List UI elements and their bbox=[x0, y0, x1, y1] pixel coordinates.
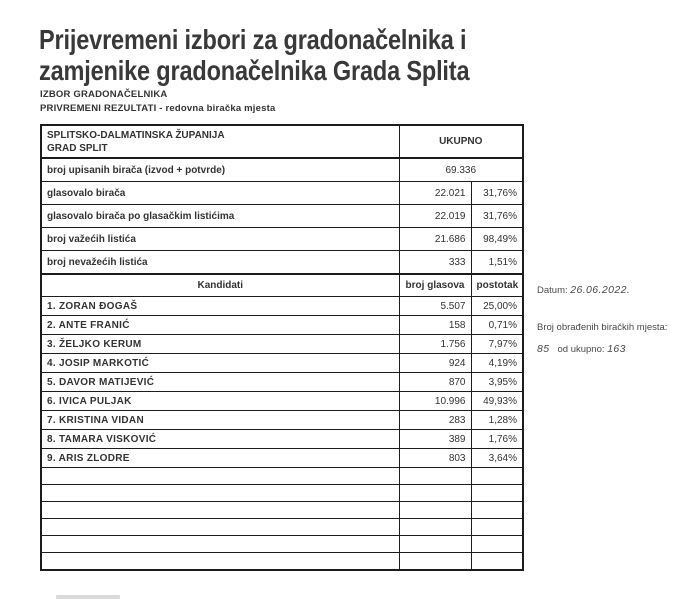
cutoff-text-artifact bbox=[56, 595, 120, 599]
candidate-row: 2. ANTE FRANIĆ 158 0,71% bbox=[40, 315, 524, 335]
candidate-name-cell: 9. ARIS ZLODRE bbox=[40, 448, 400, 468]
stat-row: broj važećih listića 21.686 98,49% bbox=[40, 227, 524, 251]
candidate-votes-cell: 283 bbox=[398, 410, 472, 430]
processed-polling-stations-count: 85 od ukupno: 163 bbox=[537, 343, 667, 356]
subtitle-results-type: PRIVREMENI REZULTATI - redovna biračka m… bbox=[40, 102, 276, 114]
stat-row: broj nevažećih listića 333 1,51% bbox=[40, 250, 524, 275]
stat-percent-cell: 31,76% bbox=[470, 204, 524, 228]
stat-label-cell: broj upisanih birača (izvod + potvrde) bbox=[40, 157, 400, 182]
stat-value-cell: 21.686 bbox=[398, 227, 472, 251]
stat-percent-cell: 1,51% bbox=[470, 250, 524, 275]
candidate-votes-cell: 389 bbox=[398, 429, 472, 449]
candidate-votes-cell: 5.507 bbox=[398, 296, 472, 316]
candidate-votes-cell: 10.996 bbox=[398, 391, 472, 411]
subtitle: IZBOR GRADONAČELNIKA PRIVREMENI REZULTAT… bbox=[40, 88, 275, 115]
stat-value-cell: 333 bbox=[398, 250, 472, 275]
region-line1: SPLITSKO-DALMATINSKA ŽUPANIJA bbox=[47, 129, 225, 141]
total-header-cell: UKUPNO bbox=[398, 124, 524, 159]
candidate-percent-cell: 1,28% bbox=[470, 410, 524, 430]
empty-row bbox=[40, 501, 524, 519]
candidates-header-percent-cell: postotak bbox=[470, 273, 524, 297]
candidate-percent-cell: 25,00% bbox=[470, 296, 524, 316]
stat-value-cell: 22.021 bbox=[398, 181, 472, 205]
empty-row bbox=[40, 518, 524, 536]
candidate-percent-cell: 3,64% bbox=[470, 448, 524, 468]
candidate-percent-cell: 0,71% bbox=[470, 315, 524, 335]
candidate-name-cell: 2. ANTE FRANIĆ bbox=[40, 315, 400, 335]
stat-row: glasovalo birača po glasačkim listićima … bbox=[40, 204, 524, 228]
stat-label-cell: glasovalo birača po glasačkim listićima bbox=[40, 204, 400, 228]
region-header-cell: SPLITSKO-DALMATINSKA ŽUPANIJA GRAD SPLIT bbox=[40, 124, 400, 159]
processed-count: 85 bbox=[537, 343, 550, 355]
candidate-row: 6. IVICA PULJAK 10.996 49,93% bbox=[40, 391, 524, 411]
date-line: Datum: 26.06.2022. bbox=[537, 284, 667, 297]
stat-label-cell: broj važećih listića bbox=[40, 227, 400, 251]
candidate-row: 3. ŽELJKO KERUM 1.756 7,97% bbox=[40, 334, 524, 354]
candidate-name-cell: 3. ŽELJKO KERUM bbox=[40, 334, 400, 354]
stat-value-cell: 22.019 bbox=[398, 204, 472, 228]
stat-percent-cell: 31,76% bbox=[470, 181, 524, 205]
results-table: SPLITSKO-DALMATINSKA ŽUPANIJA GRAD SPLIT … bbox=[40, 124, 524, 571]
candidate-votes-cell: 870 bbox=[398, 372, 472, 392]
candidate-name-cell: 4. JOSIP MARKOTIĆ bbox=[40, 353, 400, 373]
candidate-name-cell: 7. KRISTINA VIDAN bbox=[40, 410, 400, 430]
side-note: Datum: 26.06.2022. Broj obrađenih biračk… bbox=[537, 284, 668, 356]
candidate-votes-cell: 1.756 bbox=[398, 334, 472, 354]
candidate-votes-cell: 924 bbox=[398, 353, 472, 373]
page-title-line2: zamjenike gradonačelnika Grada Splita bbox=[39, 54, 470, 86]
region-line2: GRAD SPLIT bbox=[47, 142, 108, 154]
empty-row bbox=[40, 552, 524, 571]
candidate-percent-cell: 4,19% bbox=[470, 353, 524, 373]
candidate-percent-cell: 1,76% bbox=[470, 429, 524, 449]
stat-label-cell: broj nevažećih listića bbox=[40, 250, 400, 275]
date-label: Datum: bbox=[537, 285, 568, 296]
table-header-row: SPLITSKO-DALMATINSKA ŽUPANIJA GRAD SPLIT … bbox=[40, 124, 524, 159]
candidate-row: 4. JOSIP MARKOTIĆ 924 4,19% bbox=[40, 353, 524, 373]
total-count: 163 bbox=[607, 343, 626, 355]
candidate-row: 9. ARIS ZLODRE 803 3,64% bbox=[40, 448, 524, 468]
candidate-votes-cell: 158 bbox=[398, 315, 472, 335]
candidate-row: 1. ZORAN ĐOGAŠ 5.507 25,00% bbox=[40, 296, 524, 316]
stat-row: glasovalo birača 22.021 31,76% bbox=[40, 181, 524, 205]
candidate-name-cell: 6. IVICA PULJAK bbox=[40, 391, 400, 411]
stat-percent-cell: 98,49% bbox=[470, 227, 524, 251]
of-total-label: od ukupno: bbox=[557, 344, 605, 355]
candidate-row: 5. DAVOR MATIJEVIĆ 870 3,95% bbox=[40, 372, 524, 392]
date-value: 26.06.2022. bbox=[570, 284, 631, 296]
candidate-percent-cell: 49,93% bbox=[470, 391, 524, 411]
stat-label-cell: glasovalo birača bbox=[40, 181, 400, 205]
stat-row: broj upisanih birača (izvod + potvrde) 6… bbox=[40, 157, 524, 182]
candidate-percent-cell: 7,97% bbox=[470, 334, 524, 354]
candidate-name-cell: 1. ZORAN ĐOGAŠ bbox=[40, 296, 400, 316]
stat-value-cell: 69.336 bbox=[398, 157, 524, 182]
candidate-votes-cell: 803 bbox=[398, 448, 472, 468]
candidate-name-cell: 5. DAVOR MATIJEVIĆ bbox=[40, 372, 400, 392]
candidate-row: 7. KRISTINA VIDAN 283 1,28% bbox=[40, 410, 524, 430]
subtitle-election-type: IZBOR GRADONAČELNIKA bbox=[40, 89, 168, 100]
empty-row bbox=[40, 484, 524, 502]
candidates-header-votes-cell: broj glasova bbox=[398, 273, 472, 297]
candidate-name-cell: 8. TAMARA VISKOVIĆ bbox=[40, 429, 400, 449]
empty-row bbox=[40, 467, 524, 485]
candidates-header-row: Kandidati broj glasova postotak bbox=[40, 273, 524, 297]
candidate-percent-cell: 3,95% bbox=[470, 372, 524, 392]
candidates-header-label-cell: Kandidati bbox=[40, 273, 400, 297]
processed-polling-stations-label: Broj obrađenih biračkih mjesta: bbox=[537, 322, 668, 333]
candidate-row: 8. TAMARA VISKOVIĆ 389 1,76% bbox=[40, 429, 524, 449]
page-title-line1: Prijevremeni izbori za gradonačelnika i bbox=[39, 23, 467, 55]
empty-row bbox=[40, 535, 524, 553]
